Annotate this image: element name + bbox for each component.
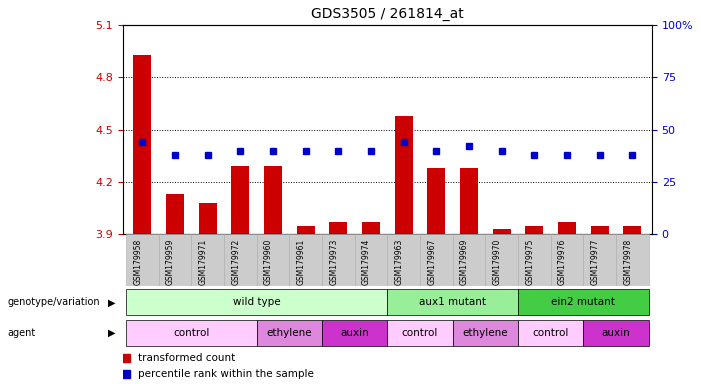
Text: GSM179970: GSM179970	[493, 238, 502, 285]
Text: GSM179958: GSM179958	[133, 238, 142, 285]
Bar	[126, 290, 387, 315]
Bar	[525, 225, 543, 234]
Bar	[166, 194, 184, 234]
Bar	[387, 234, 420, 286]
Bar	[623, 225, 641, 234]
Bar	[558, 222, 576, 234]
Bar	[485, 234, 518, 286]
Text: GSM179976: GSM179976	[558, 238, 567, 285]
Bar	[133, 55, 151, 234]
Bar	[453, 234, 485, 286]
Bar	[290, 234, 322, 286]
Bar	[428, 168, 445, 234]
Bar	[264, 166, 282, 234]
Text: GSM179969: GSM179969	[460, 238, 469, 285]
Text: ▶: ▶	[108, 297, 116, 308]
Text: transformed count: transformed count	[138, 353, 236, 362]
Bar	[616, 234, 648, 286]
Text: ein2 mutant: ein2 mutant	[552, 297, 615, 308]
Bar	[583, 234, 616, 286]
Text: GSM179972: GSM179972	[231, 238, 240, 285]
Bar	[395, 116, 413, 234]
Text: ▶: ▶	[108, 328, 116, 338]
Bar	[518, 320, 583, 346]
Text: ethylene: ethylene	[463, 328, 508, 338]
Text: GSM179977: GSM179977	[591, 238, 599, 285]
Title: GDS3505 / 261814_at: GDS3505 / 261814_at	[311, 7, 463, 21]
Text: GSM179967: GSM179967	[428, 238, 436, 285]
Bar	[591, 225, 608, 234]
Text: genotype/variation: genotype/variation	[7, 297, 100, 308]
Text: percentile rank within the sample: percentile rank within the sample	[138, 369, 314, 379]
Bar	[191, 234, 224, 286]
Text: aux1 mutant: aux1 mutant	[419, 297, 486, 308]
Text: GSM179959: GSM179959	[166, 238, 175, 285]
Bar	[329, 222, 347, 234]
Bar	[297, 225, 315, 234]
Text: GSM179961: GSM179961	[297, 238, 306, 285]
Bar	[126, 234, 158, 286]
Text: GSM179971: GSM179971	[198, 238, 207, 285]
Text: GSM179974: GSM179974	[362, 238, 371, 285]
Text: control: control	[402, 328, 438, 338]
Bar	[322, 320, 387, 346]
Bar	[493, 229, 510, 234]
Text: agent: agent	[7, 328, 35, 338]
Bar	[126, 320, 257, 346]
Bar	[231, 166, 250, 234]
Text: auxin: auxin	[601, 328, 630, 338]
Bar	[583, 320, 648, 346]
Bar	[387, 290, 518, 315]
Bar	[551, 234, 583, 286]
Text: auxin: auxin	[340, 328, 369, 338]
Text: GSM179960: GSM179960	[264, 238, 273, 285]
Text: control: control	[173, 328, 210, 338]
Text: GSM179975: GSM179975	[525, 238, 534, 285]
Text: GSM179978: GSM179978	[623, 238, 632, 285]
Text: control: control	[533, 328, 569, 338]
Bar	[518, 234, 551, 286]
Text: GSM179973: GSM179973	[329, 238, 339, 285]
Bar	[257, 320, 322, 346]
Bar	[158, 234, 191, 286]
Bar	[224, 234, 257, 286]
Bar	[322, 234, 355, 286]
Text: wild type: wild type	[233, 297, 280, 308]
Bar	[362, 222, 380, 234]
Bar	[257, 234, 290, 286]
Bar	[355, 234, 387, 286]
Bar	[420, 234, 453, 286]
Text: ethylene: ethylene	[266, 328, 312, 338]
Text: GSM179963: GSM179963	[395, 238, 404, 285]
Bar	[518, 290, 648, 315]
Bar	[460, 168, 478, 234]
Bar	[198, 203, 217, 234]
Bar	[387, 320, 453, 346]
Bar	[453, 320, 518, 346]
